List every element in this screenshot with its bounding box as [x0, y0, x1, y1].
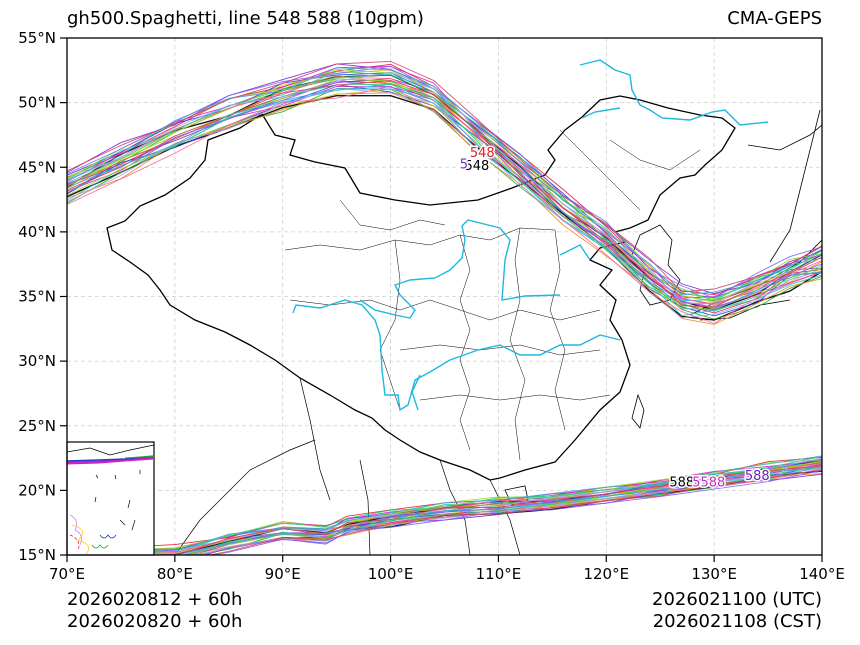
y-tick-label: 20°N [18, 481, 56, 499]
x-tick-label: 70°E [49, 565, 85, 583]
x-tick-label: 100°E [368, 565, 414, 583]
inset-south-china-sea [66, 441, 155, 556]
contour-label: 588 [745, 469, 770, 484]
x-tick-label: 110°E [476, 565, 522, 583]
valid-times: 2026021100 (UTC) 2026021108 (CST) [652, 589, 822, 633]
x-tick-label: 130°E [691, 565, 737, 583]
contour-label: 548 [464, 159, 489, 174]
y-tick-label: 30°N [18, 352, 56, 370]
contour-label: 5 [460, 158, 468, 173]
init-time-1: 2026020812 + 60h [67, 589, 243, 610]
x-tick-label: 90°E [265, 565, 301, 583]
valid-time-cst: 2026021108 (CST) [652, 611, 822, 632]
y-tick-label: 40°N [18, 223, 56, 241]
y-tick-label: 50°N [18, 94, 56, 112]
y-axis: 15°N 20°N 25°N 30°N 35°N 40°N 45°N 50°N 55°N [18, 29, 67, 564]
model-name: CMA-GEPS [727, 8, 822, 29]
x-axis: 70°E 80°E 90°E 100°E 110°E 120°E 130°E 140°E [49, 555, 845, 583]
valid-time-utc: 2026021100 (UTC) [652, 589, 822, 610]
x-tick-label: 120°E [583, 565, 629, 583]
y-tick-label: 55°N [18, 29, 56, 47]
spaghetti-contours [67, 60, 822, 555]
contour-label: 588 [669, 475, 694, 490]
rivers [292, 59, 769, 412]
x-tick-label: 140°E [799, 565, 845, 583]
x-tick-label: 80°E [157, 565, 193, 583]
contour-label: 5588 [692, 475, 725, 490]
contour-label: 548 [470, 146, 495, 161]
y-tick-label: 35°N [18, 288, 56, 306]
init-times: 2026020812 + 60h 2026020820 + 60h [67, 589, 242, 633]
y-tick-label: 25°N [18, 417, 56, 435]
y-tick-label: 45°N [18, 158, 56, 176]
y-tick-label: 15°N [18, 546, 56, 564]
chart-title: gh500.Spaghetti, line 548 588 (10gpm) [67, 8, 424, 29]
china-border [106, 95, 736, 481]
init-time-2: 2026020820 + 60h [67, 611, 243, 632]
